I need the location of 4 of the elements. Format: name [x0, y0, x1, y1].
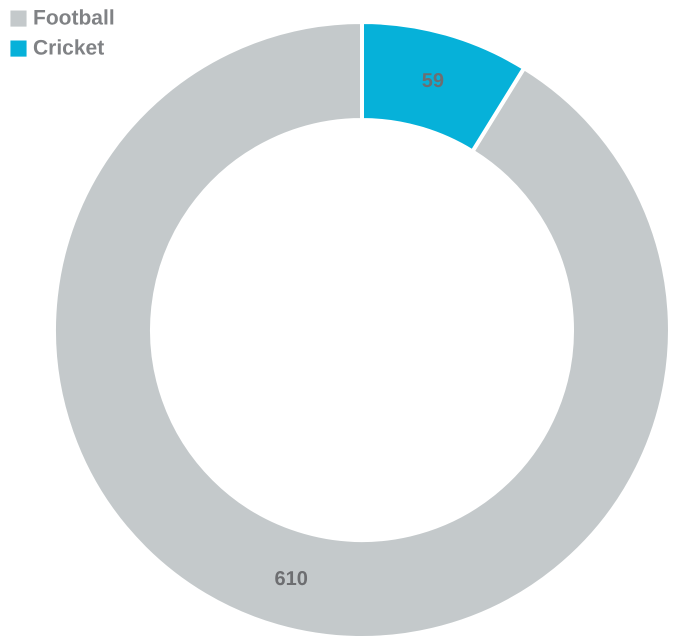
data-label: 610: [274, 568, 308, 590]
legend-label: Football: [33, 6, 115, 30]
legend-label: Cricket: [33, 36, 104, 60]
data-label: 59: [422, 70, 444, 92]
